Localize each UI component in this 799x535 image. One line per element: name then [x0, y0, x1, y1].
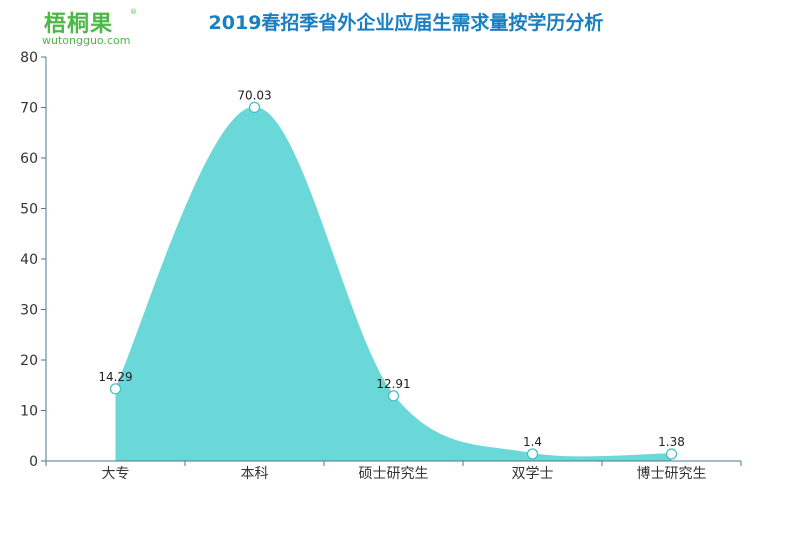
- data-point: [387, 390, 400, 402]
- y-tick-label: 20: [20, 353, 38, 369]
- logo-text: 梧桐果: [44, 12, 114, 37]
- data-label: 1.38: [658, 435, 685, 449]
- brand-logo: 梧桐果 ® wutongguo.com: [38, 6, 138, 50]
- data-point: [526, 448, 539, 460]
- logo-registered-mark: ®: [130, 8, 137, 16]
- y-tick-label: 50: [20, 202, 38, 218]
- label-layer: 14.29 70.03 12.91 1.4 1.38: [98, 88, 685, 449]
- y-tick-label: 30: [20, 303, 38, 319]
- x-tick-label: 硕士研究生: [359, 466, 429, 482]
- area-layer: [114, 106, 672, 461]
- data-label: 1.4: [523, 435, 542, 449]
- data-point: [665, 448, 678, 460]
- x-tick-label: 双学士: [512, 466, 554, 482]
- data-label: 12.91: [376, 377, 410, 391]
- area-series: [115, 107, 672, 461]
- chart-title: 2019春招季省外企业应届生需求量按学历分析: [208, 12, 604, 34]
- data-label: 70.03: [237, 88, 271, 102]
- y-tick-label: 10: [20, 404, 38, 420]
- axis-layer: 0 10 20 30 40 50 60 70 80 大专 本科 硕士研究生 双学士 博士研究生: [20, 50, 742, 482]
- y-tick-label: 80: [20, 50, 38, 66]
- x-tick-label: 大专: [102, 466, 130, 482]
- logo-url: wutongguo.com: [42, 34, 131, 47]
- y-tick-label: 40: [20, 252, 38, 268]
- x-tick-label: 博士研究生: [637, 465, 707, 482]
- x-tick-label: 本科: [241, 466, 269, 482]
- area-series-line: [114, 106, 672, 458]
- data-point: [109, 383, 122, 395]
- data-point: [248, 101, 261, 113]
- data-label: 14.29: [98, 370, 132, 384]
- y-tick-label: 60: [20, 151, 38, 167]
- y-tick-label: 70: [20, 101, 38, 117]
- marker-layer: [109, 101, 678, 460]
- y-tick-label: 0: [29, 454, 38, 470]
